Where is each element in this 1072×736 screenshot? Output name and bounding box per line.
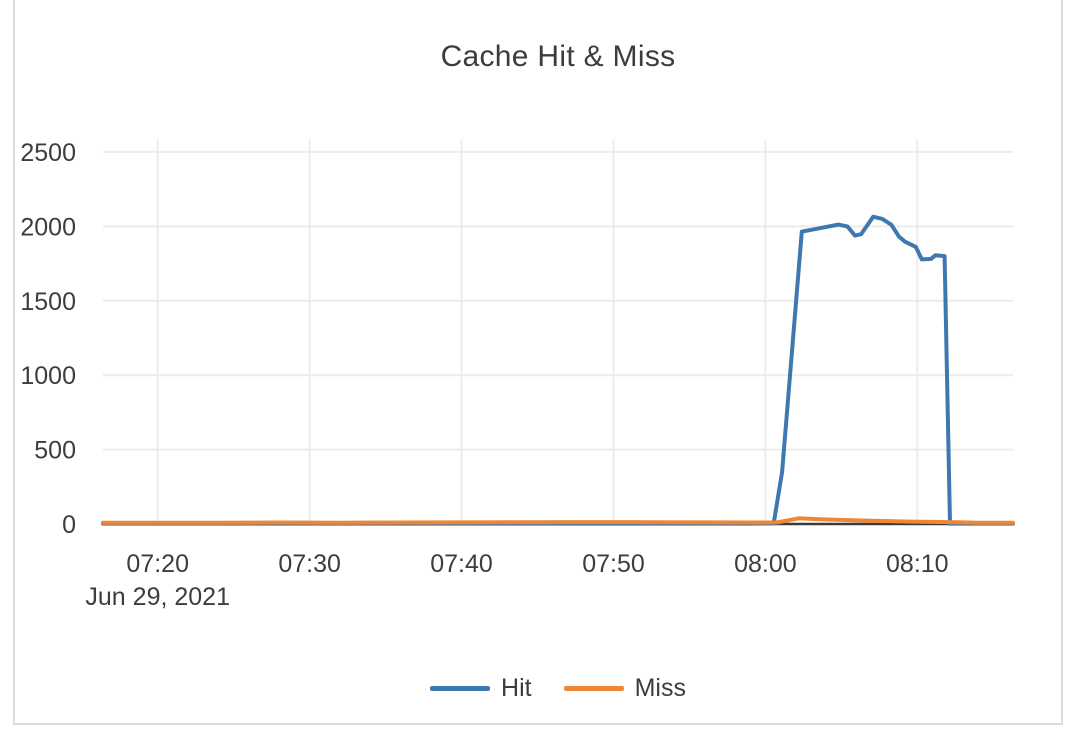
hit-series-line-icon bbox=[430, 686, 491, 691]
y-tick-label: 1500 bbox=[20, 288, 76, 316]
x-tick-label: 08:00 bbox=[734, 550, 797, 578]
chart-title: Cache Hit & Miss bbox=[440, 40, 676, 73]
x-axis-date-label: Jun 29, 2021 bbox=[85, 583, 230, 611]
x-tick-label: 07:40 bbox=[430, 550, 493, 578]
legend-item-miss[interactable]: Miss bbox=[563, 674, 686, 703]
hit-series-line bbox=[101, 214, 1015, 526]
miss-series-line-icon bbox=[563, 686, 624, 691]
y-tick-label: 500 bbox=[34, 437, 76, 465]
x-tick-label: 07:30 bbox=[278, 550, 341, 578]
x-tick-label: 08:10 bbox=[886, 550, 949, 578]
x-tick-label: 07:20 bbox=[126, 550, 189, 578]
y-tick-label: 2000 bbox=[20, 213, 76, 241]
legend-label-miss: Miss bbox=[634, 674, 686, 702]
y-tick-label: 0 bbox=[62, 511, 76, 539]
legend-label-hit: Hit bbox=[501, 674, 532, 702]
y-tick-label: 2500 bbox=[20, 139, 76, 167]
y-tick-label: 1000 bbox=[20, 362, 76, 390]
x-tick-label: 07:50 bbox=[582, 550, 645, 578]
miss-series-line bbox=[101, 516, 1015, 525]
chart-legend: Hit Miss bbox=[103, 674, 1013, 703]
legend-item-hit[interactable]: Hit bbox=[430, 674, 532, 703]
